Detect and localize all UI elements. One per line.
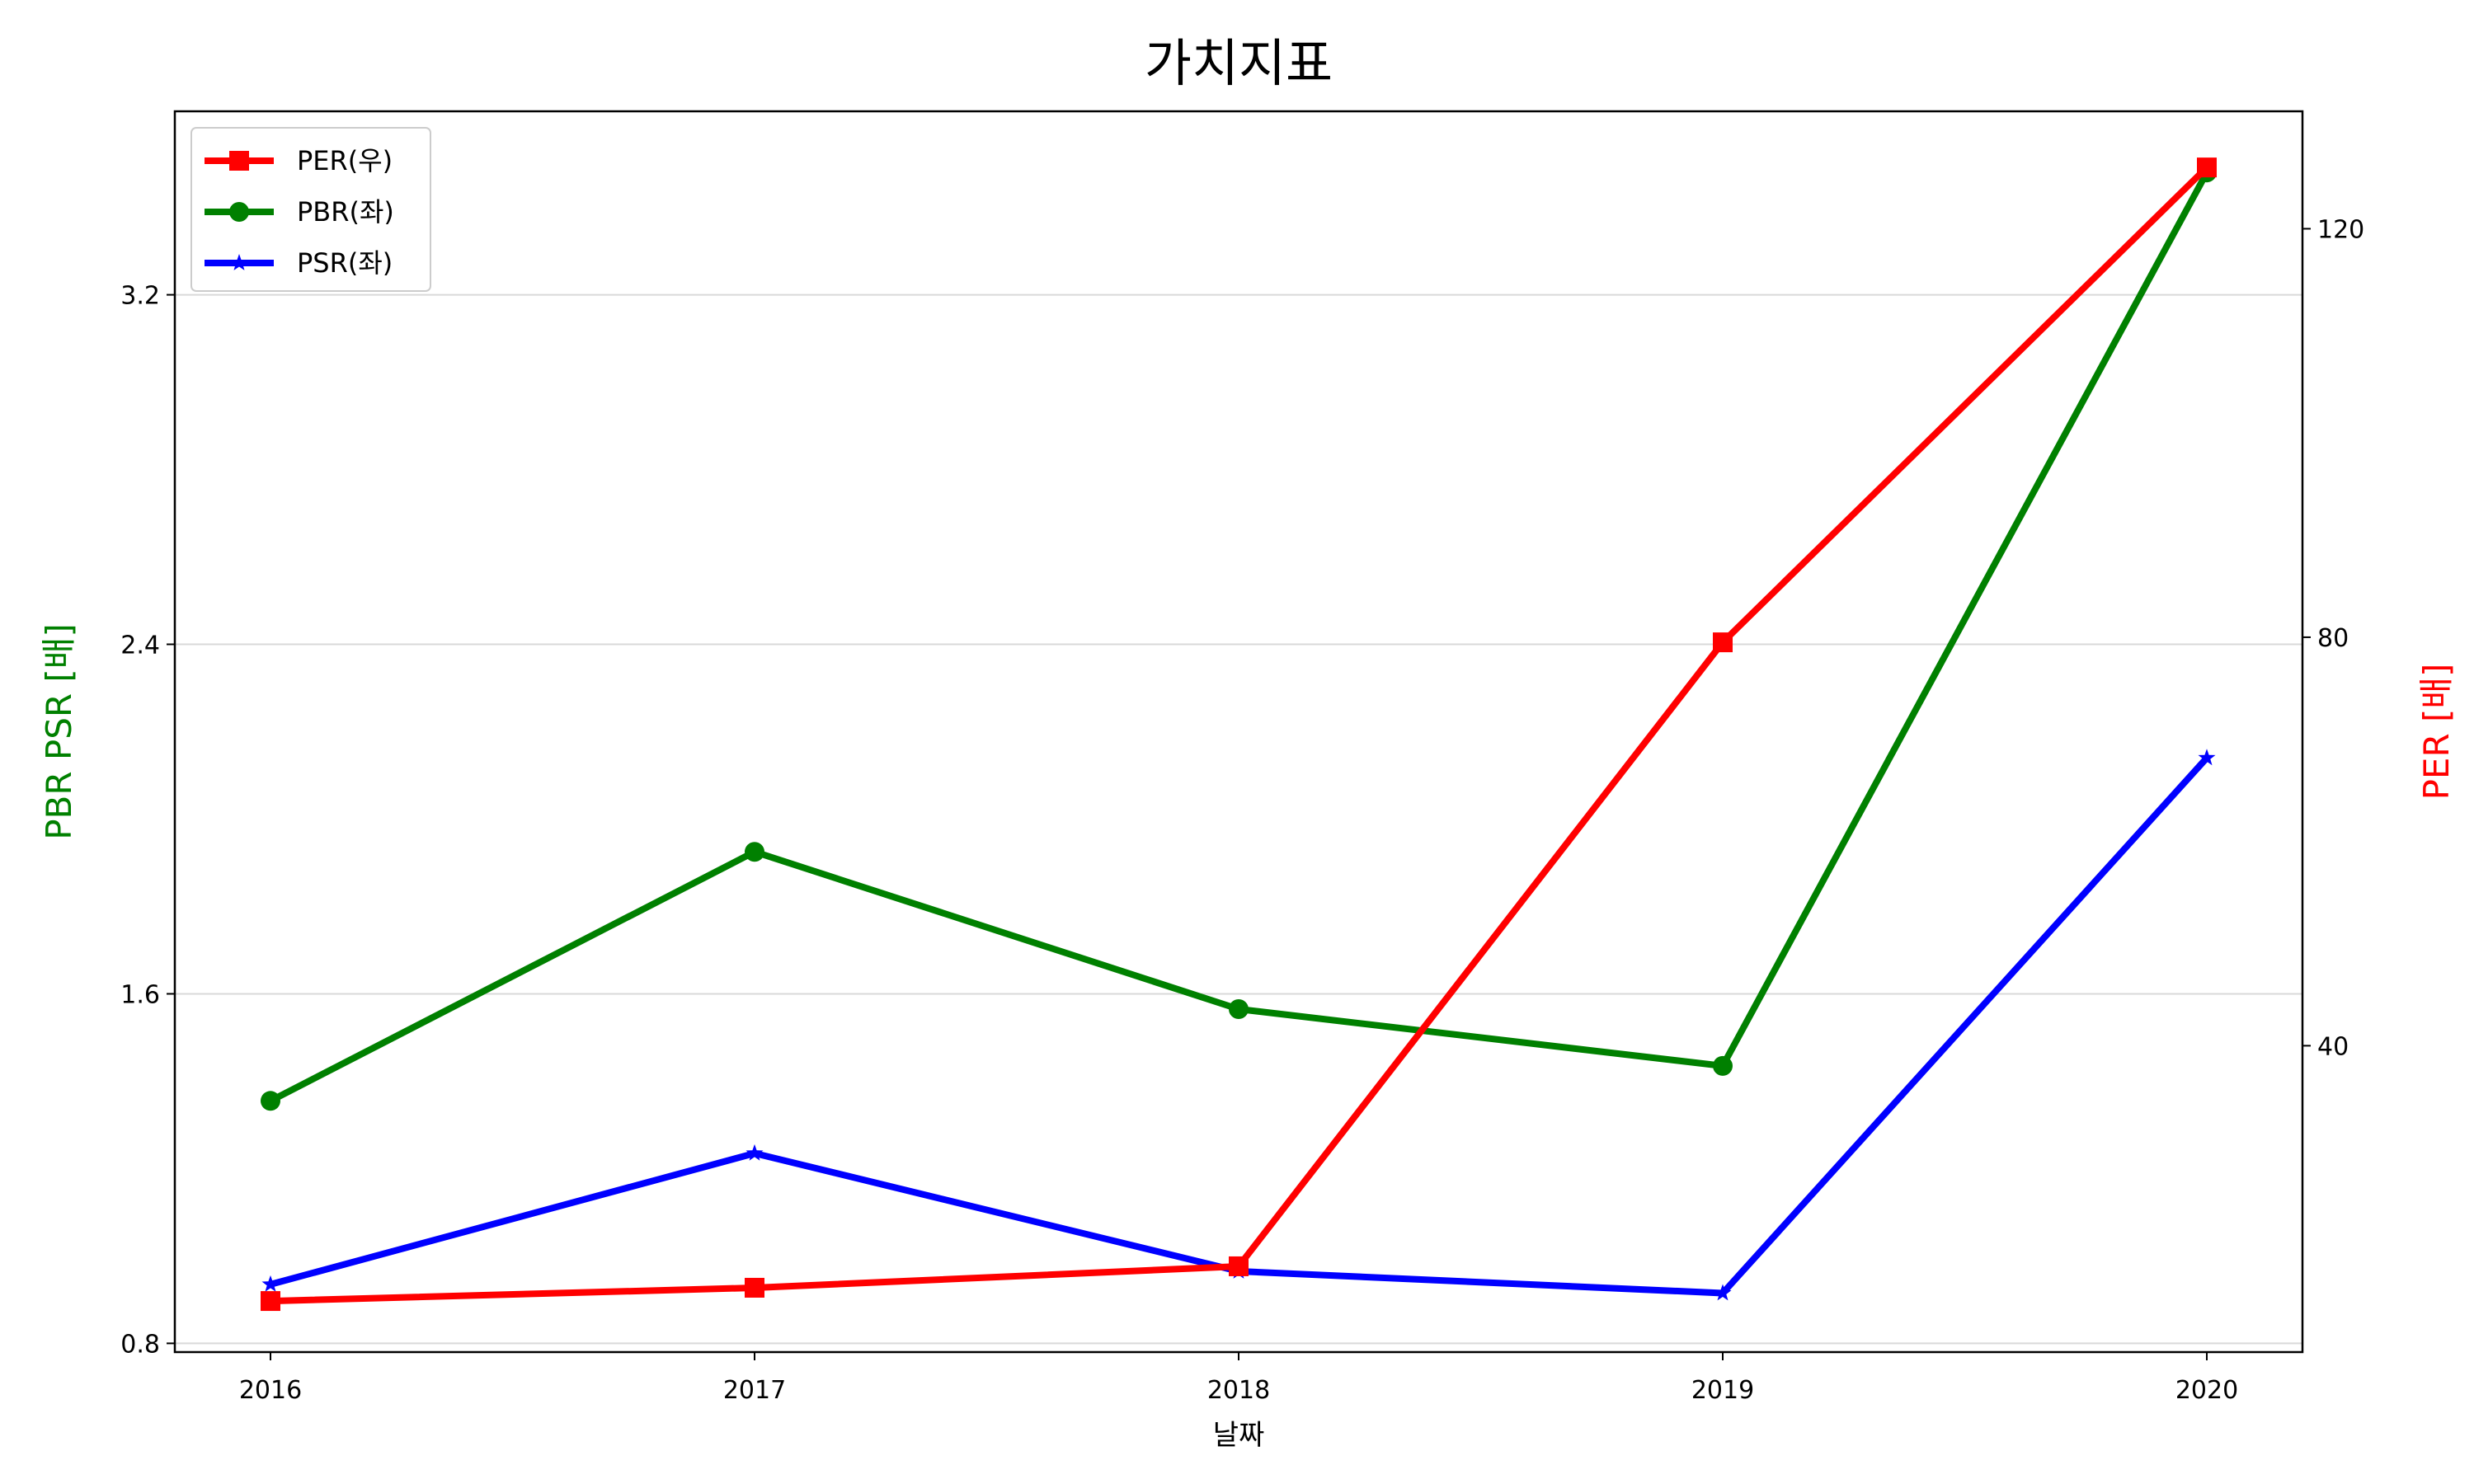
left-tick-label: 0.8 — [120, 1330, 160, 1359]
legend-marker — [230, 254, 248, 270]
left-axis-title: PBR PSR [배] — [39, 623, 79, 840]
data-point — [2198, 749, 2216, 766]
legend-label: PER(우) — [297, 145, 393, 176]
legend-item: PSR(좌) — [205, 247, 393, 279]
x-tick-label: 2016 — [239, 1376, 302, 1405]
right-axis-title: PER [배] — [2416, 664, 2457, 801]
data-point — [1229, 999, 1249, 1020]
legend-marker — [229, 151, 249, 171]
legend-item: PER(우) — [205, 145, 393, 176]
x-axis-title: 날짜 — [1213, 1419, 1265, 1452]
chart-title: 가치지표 — [1145, 33, 1333, 93]
data-point — [261, 1091, 280, 1111]
data-point — [1229, 1256, 1249, 1276]
data-point — [1713, 632, 1733, 653]
data-point — [1713, 1055, 1733, 1076]
series-layer — [261, 157, 2217, 1312]
data-point — [2197, 157, 2217, 178]
x-tick-label: 2020 — [2175, 1376, 2238, 1405]
data-point — [745, 842, 764, 862]
left-tick-label: 3.2 — [120, 282, 160, 311]
data-point — [1714, 1284, 1732, 1301]
left-tick-label: 1.6 — [120, 980, 160, 1009]
legend-marker — [229, 202, 249, 222]
legend-item: PBR(좌) — [205, 196, 394, 228]
data-point — [261, 1275, 280, 1292]
series-PER(우) — [261, 157, 2217, 1312]
right-tick-label: 120 — [2317, 215, 2364, 244]
data-point — [745, 1144, 764, 1161]
x-tick-label: 2017 — [723, 1376, 786, 1405]
right-tick-label: 40 — [2317, 1032, 2349, 1061]
x-tick-label: 2019 — [1691, 1376, 1754, 1405]
left-tick-label: 2.4 — [120, 632, 160, 660]
legend-label: PSR(좌) — [297, 247, 393, 279]
right-tick-label: 80 — [2317, 624, 2349, 653]
legend-box — [190, 127, 431, 292]
legend: PER(우) PBR(좌) PSR(좌) — [190, 127, 431, 292]
x-tick-label: 2018 — [1207, 1376, 1270, 1405]
data-point — [261, 1291, 280, 1312]
data-point — [745, 1277, 764, 1298]
series-PBR(좌) — [261, 162, 2217, 1111]
axes: 0.8 1.6 2.4 3.2 40 80 120 2016 2017 2018 2019 2020 — [120, 215, 2364, 1405]
legend-label: PBR(좌) — [297, 196, 394, 228]
